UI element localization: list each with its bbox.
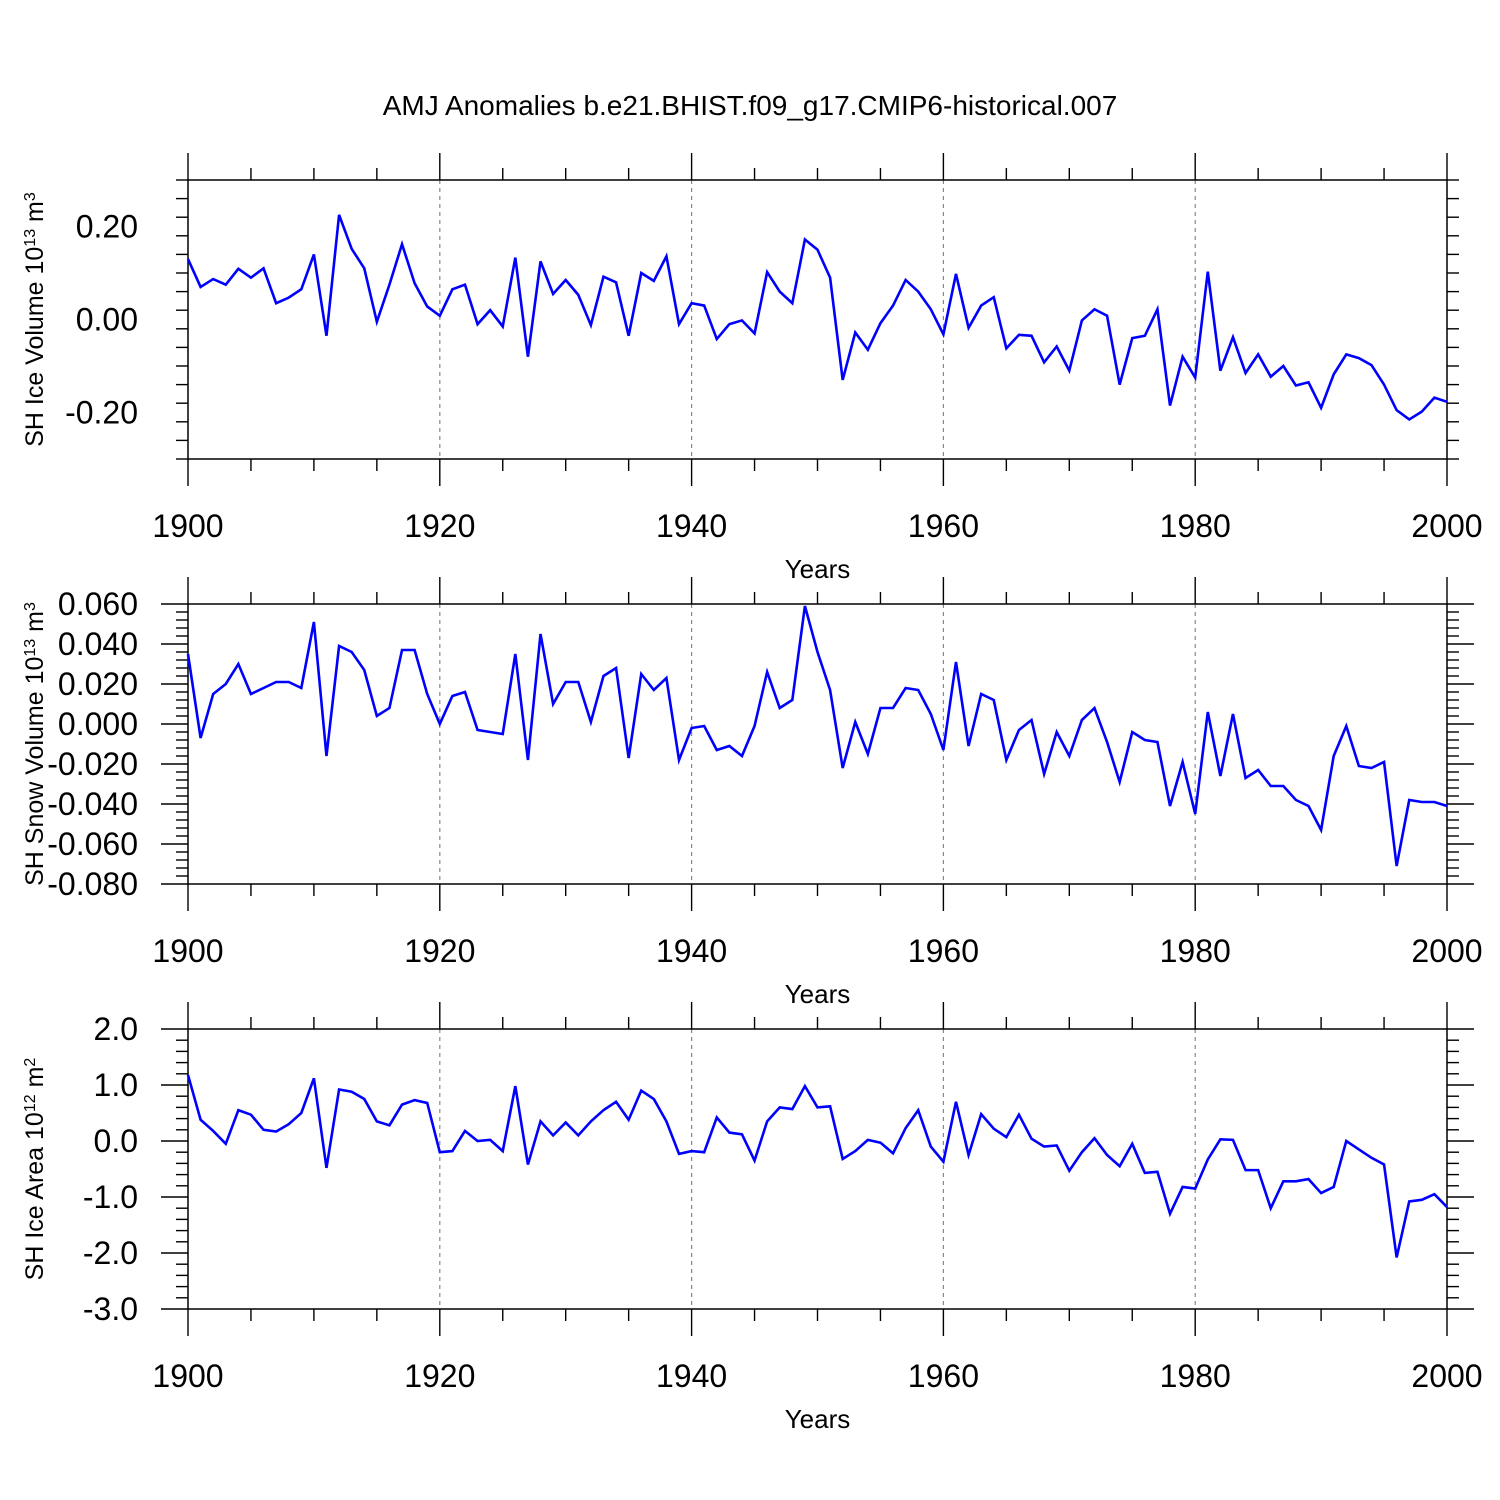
ice-area-xtick-label: 1920 <box>404 1358 475 1394</box>
ice-area-xtick-label: 1900 <box>152 1358 223 1394</box>
snow-volume-xtick-label: 1920 <box>404 933 475 969</box>
ice-area-xtick-label: 1960 <box>908 1358 979 1394</box>
snow-volume-xtick-label: 1900 <box>152 933 223 969</box>
ice-area-ytick-label: -1.0 <box>83 1179 138 1215</box>
snow-volume-xtick-label: 1940 <box>656 933 727 969</box>
ice-volume-xtick-label: 2000 <box>1411 508 1482 544</box>
ice-area-ytick-label: -3.0 <box>83 1291 138 1327</box>
ice-area-xtick-label: 2000 <box>1411 1358 1482 1394</box>
panel-ice-area: -3.0 -2.0 -1.0 0.0 1.0 2.0 1900 1920 1940 1960 198… <box>21 1002 1483 1434</box>
snow-volume-yaxis-label: SH Snow Volume 1013 m3 <box>21 602 49 886</box>
ice-volume-ytick-label: 0.20 <box>76 209 138 245</box>
ice-area-series-line <box>186 1074 1448 1258</box>
snow-volume-ytick-label: -0.040 <box>47 786 138 822</box>
ice-area-yaxis-label: SH Ice Area 1012 m2 <box>21 1058 49 1281</box>
snow-volume-ytick-label: 0.040 <box>58 626 138 662</box>
ice-volume-xtick-label: 1920 <box>404 508 475 544</box>
snow-volume-ytick-label: -0.020 <box>47 746 138 782</box>
snow-volume-xaxis-label: Years <box>785 979 851 1009</box>
ice-volume-yaxis-label: SH Ice Volume 1013 m3 <box>21 192 49 447</box>
figure-title: AMJ Anomalies b.e21.BHIST.f09_g17.CMIP6-… <box>383 90 1118 121</box>
snow-volume-series-line <box>186 605 1448 867</box>
ice-volume-ytick-label: 0.00 <box>76 302 138 338</box>
panel-ice-volume: -0.20 0.00 0.20 1900 1920 1940 1960 1980 2000 Yea… <box>21 153 1483 584</box>
ice-volume-xaxis-label: Years <box>785 554 851 584</box>
ice-area-xaxis-label: Years <box>785 1404 851 1434</box>
ice-volume-ytick-label: -0.20 <box>65 395 138 431</box>
panel-snow-volume: -0.080 -0.060 -0.040 -0.020 0.000 0.020 0.040 0… <box>21 577 1483 1009</box>
ice-area-ytick-label: -2.0 <box>83 1235 138 1271</box>
ice-area-ytick-label: 2.0 <box>94 1011 138 1047</box>
ice-volume-xtick-label: 1900 <box>152 508 223 544</box>
snow-volume-xtick-label: 1960 <box>908 933 979 969</box>
ice-area-ytick-label: 1.0 <box>94 1067 138 1103</box>
ice-volume-xtick-label: 1940 <box>656 508 727 544</box>
snow-volume-xtick-label: 1980 <box>1160 933 1231 969</box>
snow-volume-ytick-label: 0.060 <box>58 586 138 622</box>
ice-area-ytick-label: 0.0 <box>94 1123 138 1159</box>
snow-volume-xtick-label: 2000 <box>1411 933 1482 969</box>
ice-volume-series-line <box>186 214 1448 422</box>
ice-area-xtick-label: 1940 <box>656 1358 727 1394</box>
snow-volume-ytick-label: -0.060 <box>47 826 138 862</box>
snow-volume-ytick-label: 0.020 <box>58 666 138 702</box>
snow-volume-ytick-label: 0.000 <box>58 706 138 742</box>
snow-volume-ytick-label: -0.080 <box>47 866 138 902</box>
ice-volume-xtick-label: 1960 <box>908 508 979 544</box>
ice-volume-xtick-label: 1980 <box>1160 508 1231 544</box>
ice-area-xtick-label: 1980 <box>1160 1358 1231 1394</box>
